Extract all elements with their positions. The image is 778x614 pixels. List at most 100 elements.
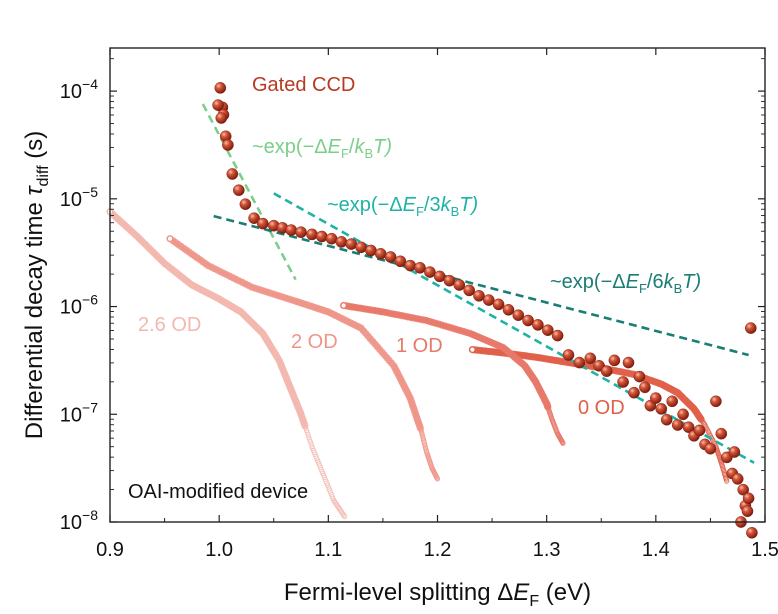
curve-point-2-6-od (303, 427, 310, 433)
gated-ccd-point (693, 424, 706, 437)
x-tick-label: 1.1 (314, 539, 342, 561)
gated-ccd-point (306, 228, 318, 241)
curve-point-2-6-od (306, 434, 312, 440)
x-tick-label: 1.5 (751, 539, 778, 561)
gated-ccd-point (746, 527, 758, 539)
gated-ccd-point (492, 298, 505, 311)
gated-ccd-point (315, 230, 328, 243)
gated-ccd-point (404, 259, 417, 272)
gated-ccd-point (453, 279, 466, 291)
gated-ccd-point (463, 284, 476, 297)
curve-label-2-od: 2 OD (291, 331, 338, 353)
od-curves (106, 208, 730, 520)
curve-label-2-6-od: 2.6 OD (138, 314, 201, 336)
gated-ccd-point (573, 356, 586, 369)
curve-point-0-od (701, 421, 707, 427)
fit-1kT-label: ~exp(−ΔEF/kBT) (252, 136, 392, 161)
gated-ccd-point (424, 266, 436, 278)
gated-ccd-point (677, 408, 689, 421)
gated-ccd-point (232, 184, 245, 196)
gated-ccd-point (365, 244, 377, 257)
gated-ccd-point (633, 370, 646, 383)
gated-ccd-point (728, 446, 741, 458)
gated-ccd-point (617, 376, 629, 388)
y-axis-title: Differential decay time τdiff (s) (21, 131, 52, 439)
curve-label-1-od: 1 OD (396, 335, 443, 357)
gated-ccd-point (737, 483, 750, 496)
gated-ccd-point (622, 356, 635, 369)
y-tick-label: 10−7 (60, 399, 98, 426)
gated-ccd-point (335, 236, 348, 248)
gated-ccd-point (551, 329, 564, 342)
gated-ccd-point (666, 395, 679, 408)
gated-ccd-point (710, 395, 722, 408)
gated-ccd-point (239, 198, 252, 210)
gated-ccd-point (660, 413, 673, 426)
gated-ccd-point (473, 289, 485, 302)
gated-ccd-point (345, 238, 358, 250)
gated-ccd-point (355, 241, 367, 254)
y-tick-label: 10−8 (60, 507, 98, 534)
gated-ccd-point (745, 322, 757, 334)
gated-ccd-point (482, 294, 495, 306)
axes: 0.9 1.0 1.1 1.2 1.3 1.4 1.5 10−4 10−5 10−6 10−7 10−… (60, 47, 778, 561)
fit-1kT-line (201, 103, 297, 281)
gated-ccd-point (655, 403, 668, 415)
gated-ccd-point (532, 319, 544, 331)
fit-6kT-label: ~exp(−ΔEF/6kBT) (550, 271, 701, 296)
gated-ccd-point (512, 309, 525, 322)
curve-point-0-od (724, 478, 730, 484)
gated-ccd-point (742, 492, 755, 505)
x-tick-label: 1.3 (533, 539, 561, 561)
gated-ccd-point (741, 505, 754, 518)
gated-ccd-point (522, 314, 534, 327)
gated-ccd-point (212, 99, 224, 111)
gated-ccd-point (433, 270, 446, 283)
x-tick-label: 1.2 (424, 539, 452, 561)
gated-ccd-point (214, 82, 227, 94)
x-tick-label: 1.4 (642, 539, 670, 561)
curve-point-2-6-od (305, 432, 311, 438)
y-tick-label: 10−4 (60, 76, 98, 103)
gated-ccd-point (414, 261, 426, 274)
gated-ccd-point (562, 349, 575, 361)
gated-ccd-point (639, 381, 651, 394)
gated-ccd-point (295, 226, 307, 238)
gated-ccd-point (715, 427, 728, 440)
x-axis-title: Fermi-level splitting ΔEF (eV) (284, 579, 591, 610)
gated-ccd-point (325, 232, 338, 245)
gated-ccd-points (212, 82, 758, 539)
gated-ccd-point (731, 473, 744, 485)
curve-point-2-6-od (307, 439, 313, 445)
gated-ccd-point (682, 421, 695, 434)
x-tick-label: 0.9 (96, 539, 124, 561)
gated-ccd-point (584, 352, 597, 365)
gated-ccd-point (215, 112, 228, 124)
gated-ccd-point (374, 247, 387, 260)
fit-lines (201, 103, 755, 464)
gated-ccd-point (394, 255, 407, 268)
gated-ccd-point (704, 442, 717, 455)
gated-ccd-point (600, 365, 613, 378)
curve-point-2-6-od (341, 512, 347, 519)
gated-ccd-point (608, 354, 621, 367)
gated-ccd-point (502, 303, 515, 316)
y-tick-label: 10−6 (60, 292, 98, 319)
gated-ccd-point (443, 274, 456, 287)
curve-start-1-od (340, 302, 347, 309)
curve-point-1-od (560, 440, 566, 446)
curve-start-2-od (166, 235, 174, 242)
curve-point-2-6-od (303, 425, 309, 431)
device-label: OAI-modified device (128, 481, 308, 503)
gated-ccd-label: Gated CCD (252, 74, 355, 96)
gated-ccd-point (256, 217, 269, 230)
curve-point-2-od (434, 476, 441, 482)
chart-labels: Fermi-level splitting ΔEF (eV) Differenti… (21, 74, 701, 610)
x-tick-label: 1.0 (205, 539, 233, 561)
gated-ccd-point (248, 212, 260, 224)
fit-3kT-line (273, 192, 755, 464)
curve-point-2-6-od (304, 430, 310, 436)
gated-ccd-point (285, 224, 298, 236)
gated-ccd-point (226, 168, 239, 180)
